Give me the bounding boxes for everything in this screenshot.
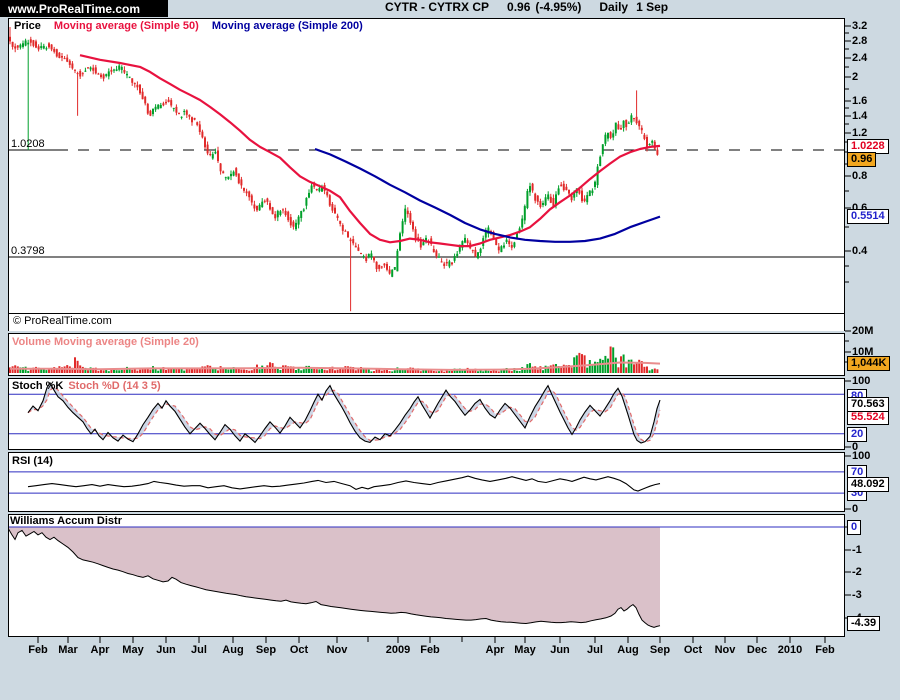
volume-axis-tick-label: 10M bbox=[852, 346, 874, 358]
williams-legend[interactable]: Williams Accum Distr bbox=[10, 515, 122, 527]
ma50-value-badge: 1.0228 bbox=[847, 139, 889, 154]
rsi-legend[interactable]: RSI (14) bbox=[12, 455, 53, 467]
time-axis-year-label: 2010 bbox=[777, 644, 803, 656]
rsi-panel[interactable] bbox=[8, 452, 845, 512]
time-axis-month-label: Oct bbox=[683, 644, 703, 656]
time-axis-month-label: Oct bbox=[289, 644, 309, 656]
legend-stoch-k[interactable]: Stoch %K bbox=[12, 380, 64, 392]
price-axis-tick-label: 0.4 bbox=[852, 245, 868, 257]
chart-title: CYTR - CYTRX CP 0.96 (-4.95%) Daily 1 Sep bbox=[385, 0, 668, 17]
time-axis-month-label: Jul bbox=[191, 644, 207, 656]
time-axis-month-label: Mar bbox=[58, 644, 78, 656]
rsi-value-badge: 48.092 bbox=[847, 477, 889, 492]
time-axis-month-label: Apr bbox=[90, 644, 110, 656]
copyright-strip: © ProRealTime.com bbox=[9, 313, 844, 331]
price-axis-tick-label: 3.2 bbox=[852, 20, 868, 32]
williams-axis-tick-label: -3 bbox=[852, 589, 862, 601]
change-percent: (-4.95%) bbox=[535, 0, 582, 14]
stoch-level-20-badge: 20 bbox=[847, 427, 868, 442]
price-legend: Price Moving average (Simple 50) Moving av… bbox=[14, 20, 376, 32]
last-price-header: 0.96 bbox=[507, 0, 531, 14]
price-panel[interactable] bbox=[8, 18, 845, 331]
legend-ma50-label[interactable]: Moving average (Simple 50) bbox=[53, 20, 199, 32]
price-axis-tick-label: 0.8 bbox=[852, 170, 868, 182]
rsi-level-70-badge: 70 bbox=[847, 465, 868, 480]
price-axis-tick-label: 2.4 bbox=[852, 52, 868, 64]
hline-label-upper: 1.0208 bbox=[11, 138, 45, 150]
time-axis-month-label: Nov bbox=[326, 644, 348, 656]
last-price-badge: 0.96 bbox=[847, 152, 877, 167]
time-axis-month-label: Aug bbox=[617, 644, 639, 656]
stoch-legend: Stoch %K Stoch %D (14 3 5) bbox=[12, 380, 161, 392]
time-axis-month-label: Feb bbox=[420, 644, 440, 656]
time-axis-month-label: Sep bbox=[255, 644, 277, 656]
williams-axis-tick-label: -2 bbox=[852, 566, 862, 578]
rsi-axis-tick-label: 100 bbox=[852, 450, 871, 462]
legend-stoch-d[interactable]: Stoch %D (14 3 5) bbox=[68, 380, 161, 392]
price-axis-tick-label: 1.2 bbox=[852, 127, 868, 139]
time-axis-month-label: Jun bbox=[550, 644, 570, 656]
williams-axis-tick-label: -1 bbox=[852, 544, 862, 556]
stoch-axis-tick-label: 0 bbox=[852, 441, 859, 453]
rsi-axis-tick-label: 0 bbox=[852, 503, 859, 515]
time-axis-month-label: Aug bbox=[222, 644, 244, 656]
hline-label-lower: 0.3798 bbox=[11, 245, 45, 257]
stoch-d-value-badge: 55.524 bbox=[847, 410, 889, 425]
price-axis-tick-label: 1.6 bbox=[852, 95, 868, 107]
volume-legend[interactable]: Volume Moving average (Simple 20) bbox=[12, 336, 199, 348]
time-axis-month-label: Jul bbox=[587, 644, 603, 656]
williams-value-badge: -4.39 bbox=[847, 616, 881, 631]
volume-value-badge: 1,044K bbox=[847, 356, 891, 371]
copyright-text: © ProRealTime.com bbox=[13, 315, 112, 327]
time-axis-month-label: May bbox=[514, 644, 536, 656]
stoch-k-value-badge: 70.563 bbox=[847, 397, 889, 412]
stoch-axis-tick-label: 100 bbox=[852, 375, 871, 387]
williams-level-0-badge: 0 bbox=[847, 520, 862, 535]
time-axis-month-label: Apr bbox=[485, 644, 505, 656]
time-axis-month-label: May bbox=[122, 644, 144, 656]
symbol-title: CYTR - CYTRX CP bbox=[385, 0, 490, 14]
price-axis-tick-label: 1.4 bbox=[852, 110, 868, 122]
time-axis-month-label: Nov bbox=[714, 644, 736, 656]
timeframe-label: Daily bbox=[599, 0, 629, 14]
time-axis-month-label: Feb bbox=[815, 644, 835, 656]
brand-bar: www.ProRealTime.com bbox=[0, 0, 168, 17]
ma200-value-badge: 0.5514 bbox=[847, 209, 889, 224]
price-axis-tick-label: 2.8 bbox=[852, 35, 868, 47]
time-axis-month-label: Dec bbox=[746, 644, 768, 656]
time-axis-year-label: 2009 bbox=[385, 644, 411, 656]
volume-axis-tick-label: 20M bbox=[852, 325, 874, 337]
time-axis-month-label: Sep bbox=[649, 644, 671, 656]
williams-accum-distr-panel[interactable] bbox=[8, 514, 845, 637]
session-date: 1 Sep bbox=[636, 0, 669, 14]
price-axis-tick-label: 2 bbox=[852, 71, 859, 83]
time-axis-month-label: Feb bbox=[28, 644, 48, 656]
legend-ma200-label[interactable]: Moving average (Simple 200) bbox=[211, 20, 363, 32]
brand-link[interactable]: www.ProRealTime.com bbox=[8, 2, 141, 16]
legend-price-label[interactable]: Price bbox=[14, 20, 41, 32]
time-axis-month-label: Jun bbox=[156, 644, 176, 656]
